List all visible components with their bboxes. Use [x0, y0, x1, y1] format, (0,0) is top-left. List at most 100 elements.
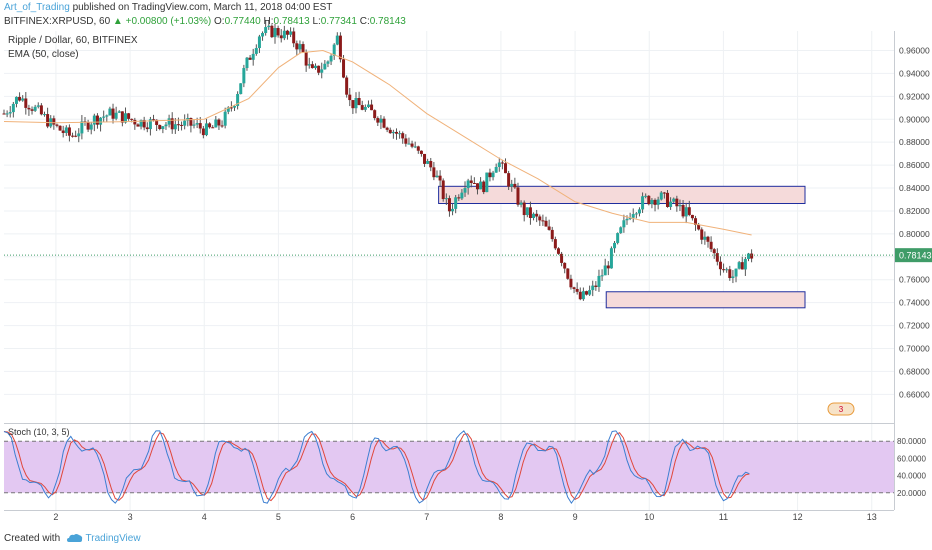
candle-up [8, 112, 12, 114]
candle-down [690, 214, 694, 219]
author-link[interactable]: Art_of_Trading [4, 2, 70, 13]
tradingview-link[interactable]: TradingView [85, 533, 141, 544]
time-tick-label: 11 [719, 512, 728, 522]
candle-down [152, 119, 156, 121]
candle-up [644, 195, 648, 197]
events-badge-count: 3 [839, 405, 844, 414]
candle-down [694, 218, 698, 225]
candle-down [111, 108, 115, 119]
candle-down [472, 183, 476, 185]
candle-down [301, 44, 305, 53]
candle-down [469, 180, 473, 184]
candle-down [547, 226, 551, 230]
candle-down [553, 239, 557, 249]
candle-up [245, 57, 249, 69]
candle-down [376, 118, 380, 123]
candle-up [64, 127, 68, 133]
candle-up [102, 116, 106, 118]
candle-up [80, 121, 84, 134]
change-value: ▲ +0.00800 (+1.03%) [112, 16, 212, 27]
candle-up [123, 113, 127, 123]
candle-up [192, 124, 196, 126]
candle-up [684, 207, 688, 217]
published-text: published on TradingView.com, March 11, … [72, 2, 333, 13]
candle-up [326, 61, 330, 64]
candle-down [304, 52, 308, 66]
stoch-d-line [3, 431, 750, 502]
candle-down [715, 253, 719, 262]
candle-up [92, 115, 96, 125]
candle-up [581, 291, 585, 300]
candle-down [432, 167, 436, 178]
candle-up [11, 103, 15, 113]
candle-down [647, 195, 651, 205]
price-tick-label: 0.96000 [899, 45, 930, 55]
candle-up [314, 65, 317, 69]
candle-down [438, 175, 442, 181]
candle-down [127, 113, 131, 119]
candle-down [535, 213, 539, 217]
candle-up [320, 69, 324, 73]
candle-down [158, 124, 162, 130]
candle-up [746, 253, 750, 259]
candle-up [637, 209, 641, 214]
candle-up [725, 269, 729, 271]
candle-up [254, 48, 258, 54]
close-label: C: [359, 16, 370, 27]
candle-up [332, 44, 336, 56]
stoch-k-line [3, 430, 750, 505]
candle-down [155, 119, 159, 125]
candle-up [273, 28, 277, 38]
candle-up [264, 27, 268, 33]
price-tick-label: 0.76000 [899, 275, 930, 285]
price-pane [4, 31, 894, 423]
candle-up [233, 105, 237, 108]
time-tick-label: 10 [644, 512, 654, 522]
candle-down [310, 64, 314, 69]
candle-up [591, 285, 595, 291]
candle-up [407, 143, 411, 145]
candle-up [42, 114, 46, 116]
candle-up [597, 275, 601, 287]
candle-down [556, 248, 560, 254]
candle-up [236, 94, 240, 106]
candle-down [170, 118, 174, 130]
candle-down [95, 115, 99, 125]
candle-down [728, 269, 732, 279]
candle-down [208, 123, 212, 128]
candle-down [500, 162, 504, 164]
price-tick-label: 0.90000 [899, 114, 930, 124]
candle-up [117, 111, 121, 113]
candle-up [519, 202, 523, 205]
time-tick-label: 6 [350, 512, 355, 522]
candle-up [479, 181, 483, 190]
events-badge [827, 402, 855, 416]
stoch-tick-label: 80.0000 [897, 437, 926, 446]
candle-down [544, 220, 548, 227]
candle-down [681, 205, 685, 217]
candle-up [89, 124, 93, 130]
candle-up [329, 55, 333, 62]
last-price-tag [895, 248, 932, 263]
chart-title: Ripple / Dollar, 60, BITFINEX [8, 35, 138, 46]
created-with-text: Created with [4, 533, 61, 544]
price-tick-label: 0.70000 [899, 343, 930, 353]
candle-down [30, 109, 34, 111]
candle-down [342, 59, 346, 78]
candle-up [703, 236, 707, 240]
candle-down [566, 268, 570, 279]
candle-up [77, 133, 81, 137]
ohlc-legend: BITFINEX:XRPUSD, 60 ▲ +0.00800 (+1.03%) … [4, 16, 406, 27]
candle-up [588, 290, 592, 295]
candle-down [130, 118, 134, 120]
candle-down [351, 100, 355, 109]
candle-up [426, 161, 430, 164]
candle-up [497, 162, 501, 167]
price-tick-label: 0.94000 [899, 68, 930, 78]
candle-up [466, 180, 470, 189]
candle-up [164, 124, 168, 127]
candle-up [600, 275, 604, 277]
candle-down [145, 127, 149, 130]
candle-up [603, 265, 607, 276]
time-tick-label: 9 [573, 512, 578, 522]
